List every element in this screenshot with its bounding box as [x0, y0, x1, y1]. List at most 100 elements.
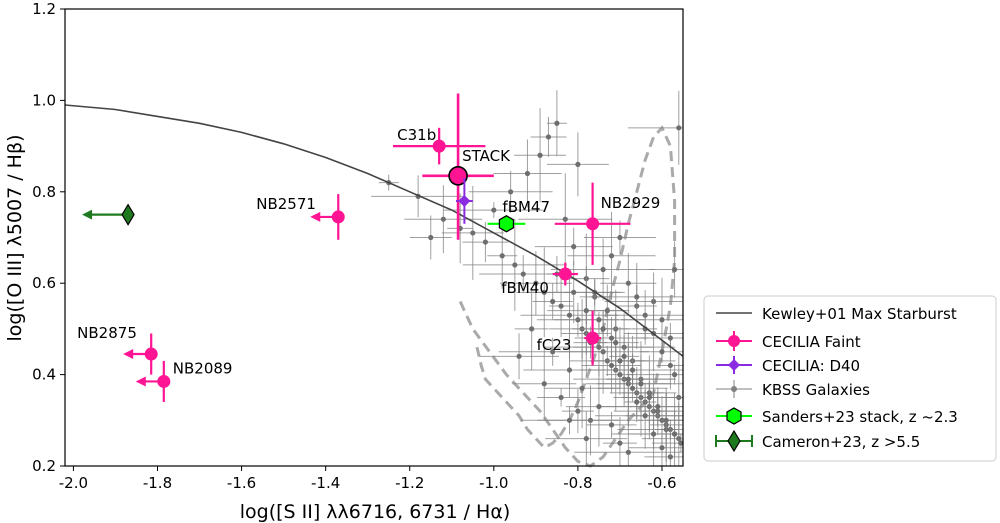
legend-entry-sanders: Sanders+23 stack, z ~2.3: [716, 407, 958, 426]
kbss-point: [596, 403, 602, 410]
legend-entry-kbss: KBSS Galaxies: [716, 380, 870, 399]
legend-faint-label: CECILIA Faint: [762, 333, 861, 351]
kbss-galaxy-76: [512, 347, 577, 420]
sanders-label: fBM47: [502, 198, 550, 216]
legend-entry-d40: CECILIA: D40: [716, 356, 860, 375]
kbss-point: [562, 216, 568, 222]
kbss-point: [550, 298, 556, 305]
kbss-point: [491, 207, 497, 213]
kbss-galaxy-6: [462, 218, 567, 311]
faint-marker: [432, 139, 446, 153]
kbss-galaxy-97: [596, 354, 683, 413]
kbss-galaxy-54: [600, 253, 657, 314]
x-axis-label: log([S II] λλ6716, 6731 / Hα): [240, 501, 511, 523]
kbss-galaxy-78: [561, 389, 594, 434]
kbss-point: [533, 280, 539, 286]
kbss-point: [558, 394, 564, 401]
faint-marker: [331, 210, 345, 224]
kbss-galaxy-101: [662, 393, 683, 466]
kbss-point: [537, 152, 543, 158]
cecilia-faint-fc23: fC23: [537, 310, 602, 366]
kbss-point: [667, 335, 673, 341]
legend-kewley-label: Kewley+01 Max Starburst: [762, 305, 957, 323]
kbss-point: [646, 394, 652, 401]
kbss-point: [566, 367, 573, 373]
kbss-point: [566, 417, 573, 423]
cecilia-faint-nb2875: NB2875: [77, 324, 158, 375]
kbss-point: [659, 445, 665, 451]
kbss-galaxy-91: [526, 261, 621, 324]
kbss-point: [608, 253, 615, 259]
kbss-galaxy-109: [607, 290, 683, 341]
kbss-point: [608, 335, 615, 341]
kbss-point: [545, 134, 552, 140]
sanders-marker: [498, 215, 515, 233]
kbss-galaxy-87: [627, 428, 683, 466]
kbss-point: [512, 262, 518, 268]
kbss-galaxy-88: [644, 424, 683, 466]
kbss-point: [625, 449, 631, 455]
legend-entry-cameron: Cameron+23, z >5.5: [715, 429, 920, 453]
faint-label: NB2875: [77, 324, 137, 342]
kbss-galaxy-83: [607, 332, 650, 427]
kbss-galaxy-85: [595, 382, 683, 449]
kbss-galaxy-107: [574, 413, 683, 466]
kbss-point: [655, 403, 661, 410]
kbss-point: [629, 367, 636, 373]
upper-limit-arrowhead: [310, 211, 321, 222]
sanders-stack-point: fBM47: [487, 198, 550, 233]
kbss-point: [571, 289, 577, 295]
kbss-point: [617, 358, 623, 364]
kbss-point: [583, 308, 589, 314]
legend-entry-cecilia-faint: CECILIA Faint: [716, 331, 861, 351]
legend-d40-label: CECILIA: D40: [762, 357, 860, 375]
kbss-galaxy-93: [572, 311, 635, 346]
cecilia-faint-fbm40: fBM40: [501, 262, 578, 297]
kbss-galaxy-38: [409, 215, 452, 260]
kbss-point: [617, 234, 623, 241]
faint-label: NB2929: [601, 194, 661, 212]
kbss-point: [571, 244, 577, 250]
kbss-point: [659, 349, 665, 355]
y-axis-label: log([O III] λ5007 / Hβ): [4, 135, 26, 342]
faint-label: fBM40: [501, 279, 549, 297]
kbss-galaxy-52: [567, 211, 656, 300]
x-tick-label: -2.0: [59, 474, 88, 492]
kbss-galaxy-8: [499, 251, 572, 316]
x-tick-label: -1.4: [311, 474, 340, 492]
kbss-galaxy-46: [518, 173, 613, 266]
faint-label: NB2089: [173, 359, 233, 377]
kbss-galaxy-106: [602, 417, 637, 466]
kbss-galaxy-102: [520, 406, 619, 435]
kbss-galaxy-112: [656, 341, 683, 390]
faint-label: C31b: [397, 126, 436, 144]
kbss-galaxy-41: [468, 170, 553, 213]
kbss-point: [667, 454, 673, 460]
legend-sanders-label: Sanders+23 stack, z ~2.3: [762, 408, 958, 426]
kbss-point: [600, 266, 606, 273]
kbss-point: [524, 170, 531, 177]
kbss-galaxy-92: [547, 266, 626, 355]
legend-kbss-label: KBSS Galaxies: [762, 381, 870, 399]
faint-marker: [586, 217, 600, 231]
kbss-point: [596, 317, 602, 323]
kewley-curve: [64, 104, 684, 357]
kbss-galaxy-40: [443, 202, 544, 219]
legend-faint-marker: [728, 335, 740, 347]
cecilia-faint-nb2571: NB2571: [256, 194, 345, 240]
x-tick-label: -1.8: [143, 474, 172, 492]
kbss-galaxy-62: [498, 337, 607, 366]
stack-marker: [448, 166, 468, 186]
kbss-point: [470, 230, 476, 236]
legend-cameron-marker: [727, 429, 741, 453]
kbss-point: [617, 440, 623, 446]
kbss-point: [638, 381, 644, 387]
kbss-galaxy-60: [649, 241, 683, 298]
kbss-point: [642, 312, 648, 318]
kbss-galaxy-77: [537, 388, 586, 407]
kbss-galaxy-43: [514, 108, 567, 203]
legend: Kewley+01 Max Starburst CECILIA Faint CE…: [703, 295, 997, 462]
kbss-point: [650, 431, 657, 437]
legend-sanders-marker: [726, 407, 742, 425]
kbss-point: [554, 120, 560, 126]
